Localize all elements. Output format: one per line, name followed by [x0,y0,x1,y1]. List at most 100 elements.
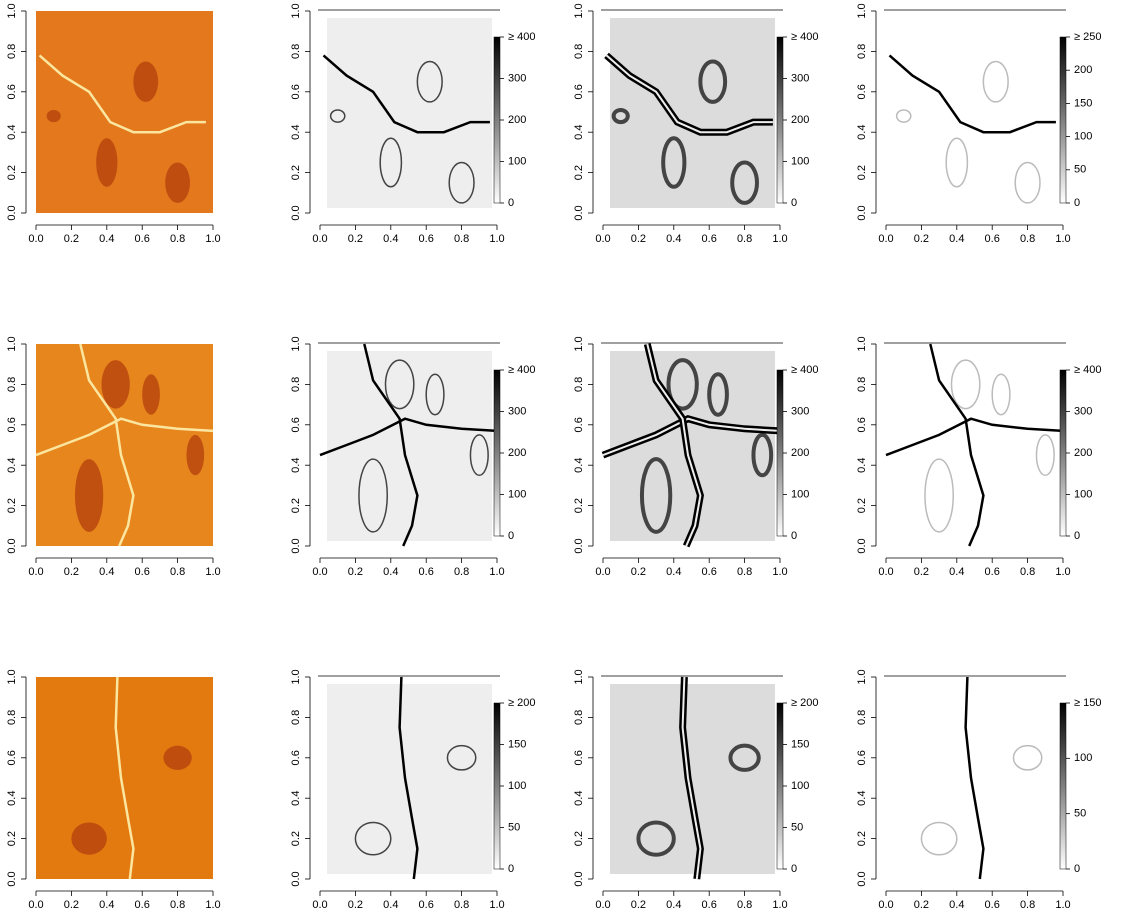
colorbar-tick-label: ≥ 150 [1074,697,1101,709]
colorbar [493,36,501,204]
image [327,684,492,874]
x-tick-label: 1.0 [489,233,504,245]
x-tick-label: 1.0 [1055,899,1070,911]
x-tick-label: 0.6 [985,899,1000,911]
image [610,351,775,541]
image-filament-core [605,54,773,134]
y-tick-label: 1.0 [856,3,868,18]
image-blob [1012,744,1043,771]
y-tick-label: 0.2 [290,498,302,513]
colorbar-tick-label: 0 [1074,197,1080,209]
colorbar-tick-label: 0 [791,863,797,875]
panel: 0 50 100 150 200 ≥ 250 0.0 0.2 0.4 0.6 0.8 1.0 0.0 0.… [856,3,1102,245]
x-tick-label: 0.4 [383,899,398,911]
image [327,18,492,208]
image-filament [114,676,135,880]
x-tick-label: 1.0 [489,899,504,911]
y-tick-label: 1.0 [6,336,18,351]
x-tick-label: 0.4 [666,233,681,245]
image [893,18,1058,208]
x-tick-label: 0.2 [348,566,363,578]
x-tick-label: 0.2 [348,233,363,245]
panel: 0 50 100 150 ≥ 200 0.0 0.2 0.4 0.6 0.8 1.0 0.0 0.2 0.… [573,669,819,911]
x-tick-label: 0.8 [1020,233,1035,245]
image-blob [666,358,699,411]
x-tick-label: 0.6 [702,899,717,911]
colorbar-tick-label: 200 [1074,64,1092,76]
image-blob [991,373,1011,416]
panel: 0 100 200 300 ≥ 400 0.0 0.2 0.4 0.6 0.8 1.0 0.0 0.2 0… [290,3,536,245]
y-tick-label: 0.0 [856,205,868,220]
x-tick-label: 0.4 [949,566,964,578]
y-tick-label: 0.6 [290,750,302,765]
y-tick-label: 0.6 [290,84,302,99]
image-blob [186,434,205,476]
x-tick-label: 0.8 [1020,899,1035,911]
image-blob [425,373,445,416]
x-tick-label: 0.0 [312,566,327,578]
x-tick-label: 0.8 [170,233,185,245]
image [610,18,775,208]
colorbar-tick-label: 0 [508,197,514,209]
colorbar-tick-label: 0 [1074,530,1080,542]
colorbar-tick-label: 100 [791,488,809,500]
image-blob [920,821,958,856]
image-filament [319,417,498,457]
colorbar-tick-label: 200 [508,114,526,126]
x-tick-label: 1.0 [772,899,787,911]
image [893,684,1058,874]
image-blob [945,137,969,188]
image-filament [888,54,1056,134]
y-tick-label: 0.8 [290,377,302,392]
y-tick-label: 0.8 [856,710,868,725]
y-tick-label: 0.0 [6,205,18,220]
y-tick-label: 0.4 [856,458,868,473]
x-tick-label: 0.4 [99,233,114,245]
x-tick-label: 0.8 [737,233,752,245]
y-tick-label: 0.6 [573,84,585,99]
y-tick-label: 0.0 [6,871,18,886]
colorbar-tick-label: 300 [791,72,809,84]
x-tick-label: 0.8 [170,566,185,578]
colorbar-tick-label: 50 [791,821,803,833]
x-tick-label: 0.0 [595,233,610,245]
x-tick-label: 0.6 [419,899,434,911]
y-tick-label: 0.8 [290,44,302,59]
colorbar-tick-label: 150 [791,738,809,750]
x-tick-label: 0.6 [419,566,434,578]
y-tick-label: 0.8 [6,377,18,392]
colorbar-tick-label: 150 [508,738,526,750]
image-blob [74,459,104,532]
y-tick-label: 0.6 [290,417,302,432]
colorbar-tick-label: ≥ 200 [508,697,535,709]
colorbar-tick-label: ≥ 200 [791,697,818,709]
y-tick-label: 0.0 [290,205,302,220]
x-tick-label: 1.0 [205,899,220,911]
x-tick-label: 0.0 [312,233,327,245]
image [36,677,213,879]
x-tick-label: 1.0 [1055,233,1070,245]
image-blob [661,136,687,189]
x-tick-label: 1.0 [205,566,220,578]
x-tick-label: 0.2 [914,899,929,911]
image-filament-core [602,417,781,457]
colorbar-tick-label: ≥ 400 [1074,364,1101,376]
image-blob [698,59,728,104]
x-tick-label: 0.0 [28,233,43,245]
x-tick-label: 0.6 [135,566,150,578]
colorbar-tick-label: ≥ 400 [508,364,535,376]
y-tick-label: 0.0 [573,538,585,553]
colorbar-tick-label: 0 [791,197,797,209]
image-blob [163,745,192,770]
image-blob [416,60,443,103]
y-tick-label: 0.6 [856,84,868,99]
image-filament-core [681,676,702,880]
y-tick-label: 0.4 [290,458,302,473]
image-filament [38,54,206,134]
colorbar-tick-label: 100 [508,488,526,500]
y-tick-label: 0.6 [6,750,18,765]
image-blob [446,744,477,771]
image-blob [707,372,729,417]
x-tick-label: 0.6 [702,233,717,245]
